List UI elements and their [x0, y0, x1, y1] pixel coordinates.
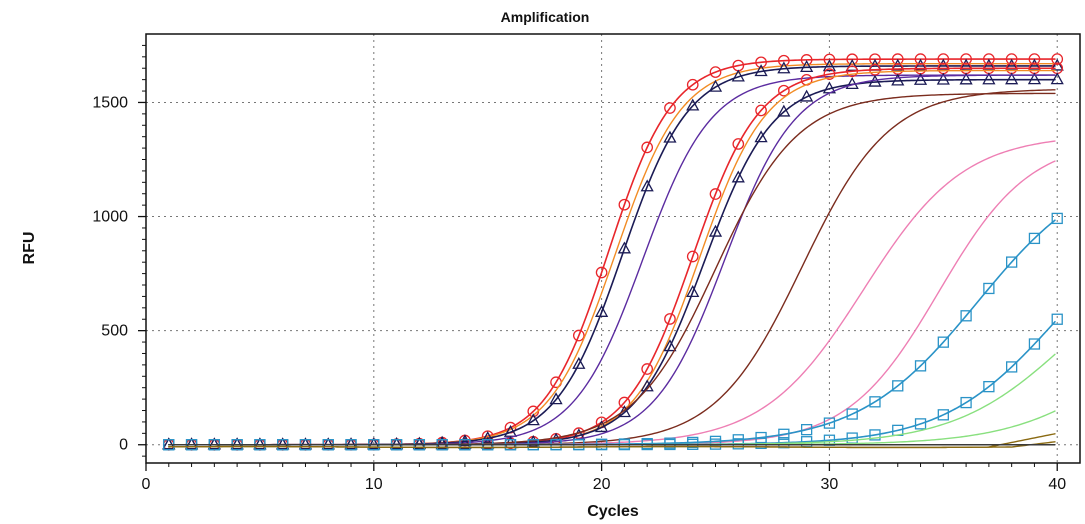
tick-layer: 0 10 20 30 40 0 500 1000 1500	[92, 45, 1066, 493]
series-line-12	[169, 220, 1055, 445]
series-line-3	[169, 75, 1055, 445]
series-line-1	[169, 64, 1055, 445]
y-tick-label-2: 1000	[92, 209, 128, 226]
y-tick-label-0: 0	[119, 437, 128, 454]
series-line-13	[169, 322, 1055, 445]
series-line-10	[169, 141, 1055, 445]
y-axis-label: RFU	[21, 232, 38, 265]
series-line-9	[169, 90, 1055, 445]
grid-lines	[146, 34, 1080, 463]
series-layer	[163, 54, 1062, 450]
series-line-7	[169, 75, 1055, 445]
series-line-4	[169, 68, 1055, 445]
x-tick-label-0: 0	[142, 476, 151, 493]
x-tick-label-2: 20	[593, 476, 611, 493]
x-axis-label: Cycles	[587, 503, 639, 520]
x-tick-label-1: 10	[365, 476, 383, 493]
chart-title: Amplification	[501, 9, 590, 25]
x-tick-label-3: 30	[821, 476, 839, 493]
plot-frame	[146, 34, 1080, 463]
series-line-2	[169, 66, 1055, 445]
series-line-14	[169, 354, 1055, 444]
series-6-triangle-marker-33	[892, 75, 903, 85]
series-line-0	[169, 59, 1055, 445]
y-tick-label-3: 1500	[92, 94, 128, 111]
series-line-8	[169, 93, 1055, 444]
series-line-5	[169, 71, 1055, 445]
y-tick-label-1: 500	[101, 323, 128, 340]
series-line-11	[169, 161, 1055, 445]
x-tick-label-4: 40	[1048, 476, 1066, 493]
